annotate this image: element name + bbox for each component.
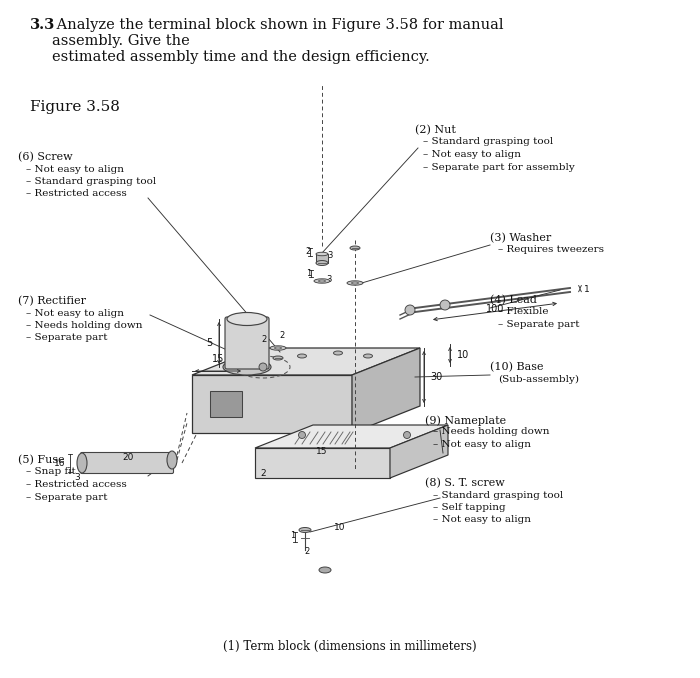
Polygon shape: [192, 375, 352, 433]
Text: 5: 5: [206, 338, 212, 348]
Text: 2: 2: [305, 247, 311, 256]
FancyBboxPatch shape: [225, 317, 269, 369]
Polygon shape: [390, 425, 448, 478]
Text: 15: 15: [212, 354, 224, 364]
Text: 1: 1: [307, 269, 312, 279]
Ellipse shape: [274, 347, 281, 349]
Text: 2: 2: [304, 548, 309, 557]
Text: – Separate part: – Separate part: [26, 334, 108, 342]
Text: – Requires tweezers: – Requires tweezers: [498, 245, 604, 254]
Text: – Separate part for assembly: – Separate part for assembly: [423, 163, 575, 172]
Text: – Not easy to align: – Not easy to align: [433, 515, 531, 525]
Text: – Standard grasping tool: – Standard grasping tool: [26, 177, 156, 186]
Text: 30: 30: [430, 372, 442, 382]
Text: – Not easy to align: – Not easy to align: [423, 150, 521, 159]
Text: 15: 15: [316, 447, 328, 456]
Text: – Not easy to align: – Not easy to align: [433, 440, 531, 449]
Text: (Sub-assembly): (Sub-assembly): [498, 374, 579, 384]
Text: – Separate part: – Separate part: [26, 492, 108, 502]
Polygon shape: [255, 425, 448, 448]
Text: (9) Nameplate: (9) Nameplate: [425, 415, 506, 426]
Circle shape: [405, 305, 415, 315]
Text: 1: 1: [290, 530, 295, 540]
Ellipse shape: [314, 279, 330, 283]
Text: (3) Washer: (3) Washer: [490, 233, 552, 243]
Text: – Restricted access: – Restricted access: [26, 189, 127, 199]
Text: Figure 3.58: Figure 3.58: [30, 100, 120, 114]
Text: 2: 2: [261, 336, 267, 344]
Text: (6) Screw: (6) Screw: [18, 152, 73, 162]
Text: 10: 10: [335, 523, 346, 532]
Ellipse shape: [77, 453, 87, 473]
Text: 3.3: 3.3: [30, 18, 55, 32]
Text: 3: 3: [328, 252, 332, 260]
Text: (7) Rectifier: (7) Rectifier: [18, 296, 86, 306]
Text: 10: 10: [457, 350, 469, 360]
Text: – Self tapping: – Self tapping: [433, 503, 505, 512]
Text: (4) Lead: (4) Lead: [490, 295, 537, 305]
Text: – Not easy to align: – Not easy to align: [26, 308, 124, 317]
Text: Analyze the terminal block shown in Figure 3.58 for manual
assembly. Give the
es: Analyze the terminal block shown in Figu…: [52, 18, 503, 64]
Circle shape: [259, 363, 267, 371]
Ellipse shape: [298, 354, 307, 358]
FancyBboxPatch shape: [210, 391, 242, 417]
Ellipse shape: [316, 260, 328, 266]
FancyBboxPatch shape: [316, 254, 328, 263]
Text: – Needs holding down: – Needs holding down: [26, 321, 143, 330]
Ellipse shape: [333, 351, 342, 355]
Ellipse shape: [316, 252, 328, 256]
Ellipse shape: [273, 356, 283, 360]
Text: 100: 100: [486, 304, 504, 314]
Ellipse shape: [227, 313, 267, 325]
Ellipse shape: [351, 282, 358, 284]
Text: – Not easy to align: – Not easy to align: [26, 165, 124, 174]
Text: 3: 3: [74, 473, 80, 483]
Polygon shape: [192, 348, 420, 375]
Text: (10) Base: (10) Base: [490, 362, 543, 372]
Text: (1) Term block (dimensions in millimeters): (1) Term block (dimensions in millimeter…: [223, 640, 477, 653]
Text: – Flexible: – Flexible: [498, 308, 549, 317]
Circle shape: [440, 300, 450, 310]
FancyBboxPatch shape: [80, 452, 174, 473]
Circle shape: [403, 431, 410, 439]
Ellipse shape: [299, 527, 311, 532]
Circle shape: [298, 431, 305, 439]
Ellipse shape: [363, 354, 372, 358]
Text: 2: 2: [279, 332, 285, 340]
Ellipse shape: [350, 246, 360, 250]
Text: – Snap fit: – Snap fit: [26, 468, 76, 477]
Text: – Standard grasping tool: – Standard grasping tool: [423, 138, 553, 146]
Ellipse shape: [319, 567, 331, 573]
Text: (5) Fuse: (5) Fuse: [18, 455, 64, 465]
Text: 1: 1: [584, 285, 589, 294]
Text: 20: 20: [122, 454, 134, 462]
Ellipse shape: [270, 346, 286, 351]
Ellipse shape: [223, 359, 271, 375]
Ellipse shape: [318, 280, 326, 282]
Text: – Separate part: – Separate part: [498, 320, 580, 329]
Polygon shape: [255, 448, 390, 478]
Text: (8) S. T. screw: (8) S. T. screw: [425, 478, 505, 488]
Text: – Needs holding down: – Needs holding down: [433, 428, 550, 437]
Text: – Restricted access: – Restricted access: [26, 480, 127, 489]
Text: 2: 2: [260, 469, 266, 479]
Text: – Standard grasping tool: – Standard grasping tool: [433, 490, 564, 500]
Polygon shape: [352, 348, 420, 433]
Text: 3: 3: [326, 275, 332, 285]
Ellipse shape: [167, 451, 177, 469]
Text: (2) Nut: (2) Nut: [415, 125, 456, 136]
Text: 16: 16: [55, 458, 66, 468]
Ellipse shape: [347, 281, 363, 285]
